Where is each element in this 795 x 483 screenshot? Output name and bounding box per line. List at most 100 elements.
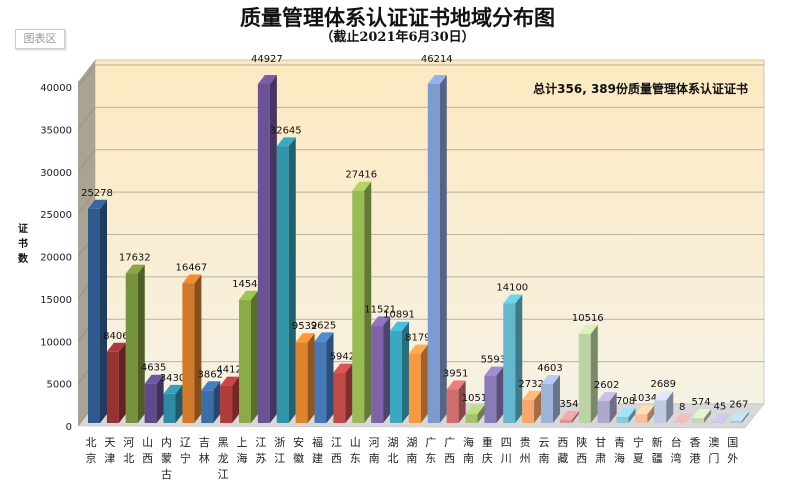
x-tick-label: 北 xyxy=(86,436,97,449)
x-tick-label: 浙 xyxy=(274,436,285,449)
bar-side xyxy=(383,316,391,423)
bar-side xyxy=(496,366,504,423)
bar-front xyxy=(201,390,214,423)
bar-front xyxy=(163,393,176,423)
data-label: 14100 xyxy=(496,283,528,294)
x-tick-label: 江 xyxy=(255,436,266,449)
bar-宁夏: 1034 宁夏 xyxy=(632,393,657,465)
bar-广东: 46214 广东 xyxy=(421,54,453,465)
bar-top xyxy=(276,137,296,147)
bar-side xyxy=(609,391,617,423)
y-tick-label: 10000 xyxy=(40,337,72,348)
x-tick-label: 江 xyxy=(274,452,285,465)
x-tick-label: 海 xyxy=(463,435,474,449)
x-tick-label: 海 xyxy=(237,451,248,465)
bar-top xyxy=(446,380,466,390)
bar-top xyxy=(125,264,145,274)
x-tick-label: 宁 xyxy=(633,435,644,449)
bar-side xyxy=(590,324,598,423)
data-label: 267 xyxy=(729,400,748,411)
bar-side xyxy=(326,332,334,423)
bar-front xyxy=(427,84,440,423)
bar-front xyxy=(522,399,535,423)
bar-front xyxy=(276,146,289,423)
x-tick-label: 夏 xyxy=(633,452,644,465)
total-annotation: 总计356, 389份质量管理体系认证证书 xyxy=(533,81,748,96)
bar-front xyxy=(729,420,742,423)
bar-front xyxy=(390,330,403,423)
bar-side xyxy=(213,381,221,423)
x-tick-label: 南 xyxy=(463,452,474,465)
bar-front xyxy=(125,273,138,423)
x-tick-label: 湖 xyxy=(406,436,417,449)
bar-云南: 4603 云南 xyxy=(537,363,562,465)
data-label: 8406 xyxy=(103,331,128,342)
bar-side xyxy=(534,390,542,423)
x-tick-label: 北 xyxy=(388,452,399,465)
bar-side xyxy=(666,391,674,423)
bar-side xyxy=(402,321,410,423)
bar-side xyxy=(704,409,712,423)
gridline-side xyxy=(77,149,96,172)
data-label: 44927 xyxy=(251,54,283,65)
bar-top xyxy=(408,344,428,354)
x-tick-label: 京 xyxy=(86,451,97,465)
bar-天津: 8406 天津 xyxy=(103,331,128,465)
bar-side xyxy=(288,137,296,423)
bar-side xyxy=(458,380,466,423)
bar-湖北: 10891 湖北 xyxy=(383,310,415,465)
bar-front xyxy=(371,325,384,423)
bar-top xyxy=(220,376,240,386)
bar-side xyxy=(628,407,636,423)
x-tick-label: 西 xyxy=(331,452,342,465)
x-tick-label: 陕 xyxy=(576,435,587,449)
bar-top xyxy=(729,411,749,421)
gridline-side xyxy=(77,107,96,130)
x-tick-label: 甘 xyxy=(595,436,606,449)
bar-side xyxy=(439,75,447,423)
bar-front xyxy=(239,299,252,423)
bar-front xyxy=(257,84,270,423)
x-tick-label: 疆 xyxy=(652,452,663,465)
bar-国外: 267 国外 xyxy=(727,400,749,465)
bar-top xyxy=(239,290,259,300)
bar-香港: 574 香港 xyxy=(690,397,712,465)
bar-front xyxy=(654,400,667,423)
x-tick-label: 四 xyxy=(501,436,512,449)
bar-side xyxy=(251,290,259,423)
bar-front xyxy=(578,333,591,423)
bar-top xyxy=(88,199,107,209)
bar-top xyxy=(182,274,202,284)
data-label: 25278 xyxy=(81,188,113,199)
bar-side xyxy=(647,405,655,423)
chart-area-tag[interactable]: 图表区 xyxy=(15,29,65,49)
bar-top xyxy=(503,294,523,304)
bar-side xyxy=(571,410,579,423)
bar-front xyxy=(503,303,516,423)
x-tick-label: 外 xyxy=(727,452,738,465)
bar-四川: 14100 四川 xyxy=(496,283,528,465)
data-label: 708 xyxy=(616,396,635,407)
data-label: 3862 xyxy=(198,369,223,380)
bar-side xyxy=(345,363,353,423)
x-tick-label: 贵 xyxy=(520,436,531,449)
data-label: 3430 xyxy=(160,373,185,384)
x-tick-label: 吉 xyxy=(199,436,210,449)
data-label: 1034 xyxy=(632,393,657,404)
bar-front xyxy=(635,414,648,423)
bar-青海: 708 青海 xyxy=(614,396,636,465)
bar-内蒙古: 3430 内蒙古 xyxy=(160,373,185,481)
bar-top xyxy=(616,407,636,417)
bar-top xyxy=(371,316,391,326)
bar-side xyxy=(477,405,485,423)
bar-top xyxy=(578,324,598,334)
bar-top xyxy=(314,332,334,342)
data-label: 2689 xyxy=(651,379,676,390)
bar-西藏: 354 西藏 xyxy=(557,399,579,465)
x-tick-label: 南 xyxy=(539,452,550,465)
x-tick-label: 河 xyxy=(369,436,380,449)
bar-side xyxy=(156,374,164,423)
bar-江苏: 44927 江苏 xyxy=(251,54,283,465)
bar-side xyxy=(269,75,277,423)
